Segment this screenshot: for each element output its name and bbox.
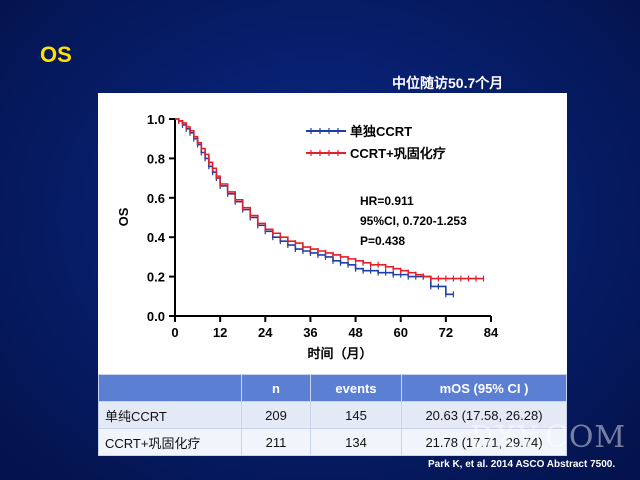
y-tick-label: 0.2 xyxy=(147,270,165,285)
x-tick-label: 60 xyxy=(393,325,407,340)
table-cell: CCRT+巩固化疗 xyxy=(98,428,242,456)
y-tick-label: 1.0 xyxy=(147,112,165,127)
table-cell: 209 xyxy=(241,401,311,429)
km-chart: 0.0 0.2 0.4 0.6 0.8 1.0 0 12 24 36 48 60 72 84 OS 时间… xyxy=(116,112,499,361)
y-tick-label: 0.4 xyxy=(147,230,166,245)
table-cell: 20.63 (17.58, 26.28) xyxy=(401,401,567,429)
watermark: DXY.COM xyxy=(470,420,627,455)
x-tick-label: 72 xyxy=(439,325,453,340)
table-header-cell: events xyxy=(310,374,402,402)
y-axis-label: OS xyxy=(116,207,131,226)
table-cell: 单纯CCRT xyxy=(98,401,242,429)
y-ticks: 0.0 0.2 0.4 0.6 0.8 1.0 xyxy=(147,112,175,324)
legend: 单独CCRT CCRT+巩固化疗 xyxy=(306,124,446,161)
summary-table: n events mOS (95% CI ) 单纯CCRT 209 145 20… xyxy=(98,374,567,456)
x-tick-label: 12 xyxy=(213,325,227,340)
table-cell: 134 xyxy=(310,428,402,456)
table-cell: 21.78 (17.71, 29.74) xyxy=(401,428,567,456)
x-tick-label: 0 xyxy=(171,325,178,340)
stats-annotations: HR=0.911 95%CI, 0.720-1.253 P=0.438 xyxy=(360,194,467,248)
table-row: 单纯CCRT 209 145 20.63 (17.58, 26.28) xyxy=(98,401,567,429)
table-header-cell: mOS (95% CI ) xyxy=(401,374,567,402)
follow-up-subtitle: 中位随访50.7个月 xyxy=(392,75,504,91)
y-tick-label: 0.8 xyxy=(147,151,165,166)
stats-annotation: HR=0.911 xyxy=(360,194,414,208)
table-cell: 211 xyxy=(241,428,311,456)
table-header-cell: n xyxy=(241,374,311,402)
legend-label: 单独CCRT xyxy=(350,124,412,139)
y-tick-label: 0.0 xyxy=(147,309,165,324)
legend-label: CCRT+巩固化疗 xyxy=(350,146,446,161)
citation-footer: Park K, et al. 2014 ASCO Abstract 7500. xyxy=(428,459,616,470)
table-row: CCRT+巩固化疗 211 134 21.78 (17.71, 29.74) xyxy=(98,428,567,456)
survival-curves xyxy=(175,117,485,298)
km-chart-panel: 0.0 0.2 0.4 0.6 0.8 1.0 0 12 24 36 48 60 72 84 OS 时间… xyxy=(98,93,567,375)
stats-annotation: P=0.438 xyxy=(360,234,405,248)
x-axis-label: 时间（月） xyxy=(307,346,372,361)
x-tick-label: 84 xyxy=(484,325,499,340)
table-header-cell xyxy=(98,374,242,402)
table-header-row: n events mOS (95% CI ) xyxy=(98,374,567,402)
stats-annotation: 95%CI, 0.720-1.253 xyxy=(360,214,467,228)
y-tick-label: 0.6 xyxy=(147,191,165,206)
x-ticks: 0 12 24 36 48 60 72 84 xyxy=(171,316,499,340)
slide-title: OS xyxy=(40,42,72,67)
series-line-1 xyxy=(175,118,484,280)
x-tick-label: 24 xyxy=(258,325,273,340)
table-cell: 145 xyxy=(310,401,402,429)
x-tick-label: 48 xyxy=(348,325,362,340)
x-tick-label: 36 xyxy=(303,325,317,340)
